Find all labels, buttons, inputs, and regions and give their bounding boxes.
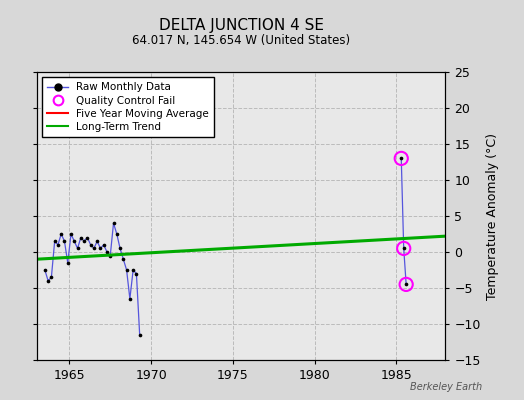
Point [90,245,98,252]
Point [399,245,408,252]
Point [123,267,131,273]
Point [73,245,82,252]
Point [67,231,75,237]
Point [57,231,66,237]
Point [116,245,124,252]
Legend: Raw Monthly Data, Quality Control Fail, Five Year Moving Average, Long-Term Tren: Raw Monthly Data, Quality Control Fail, … [42,77,214,137]
Y-axis label: Temperature Anomaly (°C): Temperature Anomaly (°C) [486,132,499,300]
Point [397,155,406,162]
Point [103,249,111,255]
Point [100,242,108,248]
Point [41,267,49,273]
Point [397,155,406,162]
Text: 64.017 N, 145.654 W (United States): 64.017 N, 145.654 W (United States) [132,34,350,47]
Point [44,278,52,284]
Point [50,238,59,244]
Point [47,274,56,280]
Point [83,234,92,241]
Point [110,220,118,226]
Point [63,260,72,266]
Point [399,245,408,252]
Point [126,296,134,302]
Text: DELTA JUNCTION 4 SE: DELTA JUNCTION 4 SE [159,18,323,33]
Point [132,270,140,277]
Point [129,267,137,273]
Text: Berkeley Earth: Berkeley Earth [410,382,482,392]
Point [60,238,69,244]
Point [54,242,62,248]
Point [77,234,85,241]
Point [93,238,101,244]
Point [402,281,410,288]
Point [136,332,144,338]
Point [402,281,410,288]
Point [106,252,114,259]
Point [119,256,127,262]
Point [96,245,105,252]
Point [86,242,95,248]
Point [70,238,79,244]
Point [113,231,121,237]
Point [80,238,88,244]
